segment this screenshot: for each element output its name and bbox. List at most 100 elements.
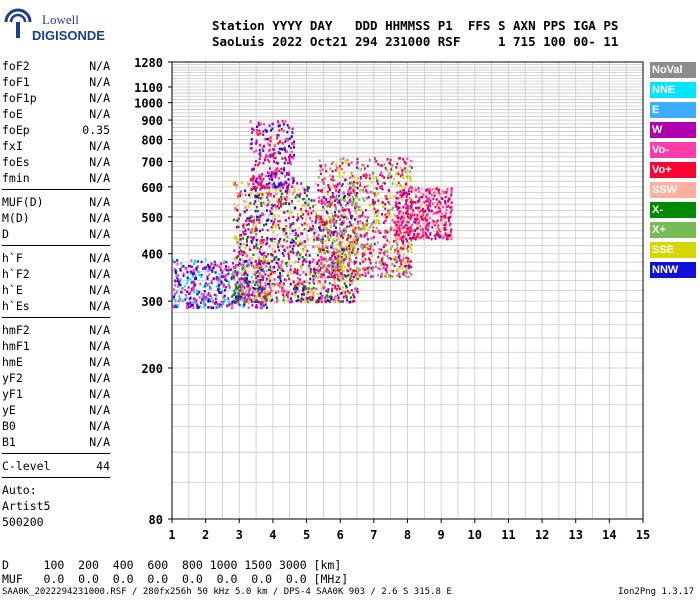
echo-point: [262, 238, 265, 242]
echo-point: [252, 175, 255, 178]
echo-point: [277, 245, 280, 249]
echo-point: [315, 238, 318, 241]
echo-point: [445, 191, 448, 194]
echo-point: [252, 236, 255, 239]
echo-point: [222, 275, 225, 278]
echo-point: [196, 260, 199, 263]
echo-point: [372, 176, 375, 180]
panel-separator: [2, 245, 110, 246]
echo-point: [311, 228, 314, 231]
echo-point: [223, 299, 226, 302]
echo-point: [249, 147, 252, 150]
echo-point: [419, 236, 422, 239]
echo-point: [434, 187, 437, 191]
echo-point: [328, 295, 331, 299]
echo-point: [173, 288, 176, 291]
echo-point: [319, 296, 322, 299]
y-tick-label: 1100: [134, 81, 163, 95]
echo-point: [352, 291, 355, 294]
echo-point: [283, 168, 286, 172]
echo-point: [367, 244, 370, 248]
echo-point: [301, 255, 304, 259]
echo-point: [217, 281, 220, 284]
echo-point: [271, 254, 274, 257]
echo-point: [255, 282, 258, 286]
echo-point: [227, 280, 230, 284]
echo-point: [319, 228, 322, 232]
echo-point: [408, 237, 411, 240]
echo-point: [274, 291, 277, 294]
echo-point: [207, 292, 210, 295]
echo-point: [258, 161, 261, 165]
echo-point: [350, 181, 353, 184]
echo-point: [290, 210, 293, 214]
echo-point: [274, 217, 277, 221]
echo-point: [386, 254, 389, 258]
echo-point: [274, 225, 277, 229]
echo-point: [287, 173, 290, 176]
echo-point: [257, 255, 260, 259]
echo-point: [239, 194, 242, 198]
echo-point: [227, 269, 230, 272]
echo-point: [332, 217, 335, 221]
echo-point: [242, 237, 245, 240]
echo-point: [282, 293, 285, 296]
echo-point: [326, 299, 329, 302]
echo-point: [314, 211, 317, 215]
echo-point: [177, 305, 180, 308]
echo-point: [409, 206, 412, 210]
echo-point: [292, 240, 295, 243]
echo-point: [380, 248, 383, 252]
echo-point: [262, 161, 265, 165]
echo-point: [395, 201, 398, 204]
echo-point: [350, 260, 353, 264]
echo-point: [254, 209, 257, 213]
echo-point: [213, 260, 216, 264]
echo-point: [362, 174, 365, 178]
echo-point: [394, 203, 397, 207]
echo-point: [297, 217, 300, 221]
echo-point: [267, 174, 270, 178]
echo-point: [404, 170, 407, 173]
echo-point: [268, 200, 271, 203]
echo-point: [325, 256, 328, 259]
echo-point: [264, 128, 267, 132]
echo-point: [395, 196, 398, 200]
echo-point: [342, 227, 345, 231]
echo-point: [317, 272, 320, 275]
echo-point: [259, 245, 262, 249]
echo-point: [192, 305, 195, 309]
echo-point: [382, 245, 385, 249]
echo-point: [258, 173, 261, 177]
echo-point: [253, 246, 256, 250]
echo-point: [335, 283, 338, 287]
echo-point: [448, 224, 451, 227]
echo-point: [406, 174, 409, 178]
echo-point: [380, 272, 383, 276]
echo-point: [351, 279, 354, 282]
echo-point: [348, 251, 351, 255]
echo-point: [240, 233, 243, 237]
echo-point: [427, 205, 430, 209]
echo-point: [223, 294, 226, 298]
echo-point: [258, 221, 261, 225]
echo-point: [362, 227, 365, 230]
echo-point: [340, 231, 343, 234]
echo-point: [403, 264, 406, 268]
echo-point: [348, 281, 351, 285]
echo-point: [311, 260, 314, 264]
echo-point: [352, 201, 355, 204]
echo-point: [339, 218, 342, 221]
echo-point: [450, 205, 453, 209]
echo-point: [280, 284, 283, 288]
echo-point: [190, 272, 193, 276]
echo-point: [364, 274, 367, 278]
echo-point: [384, 231, 387, 234]
echo-point: [331, 283, 334, 287]
echo-point: [336, 270, 339, 273]
echo-point: [274, 224, 277, 227]
echo-point: [319, 202, 322, 205]
echo-point: [406, 215, 409, 218]
echo-point: [251, 228, 254, 231]
echo-point: [305, 194, 308, 197]
